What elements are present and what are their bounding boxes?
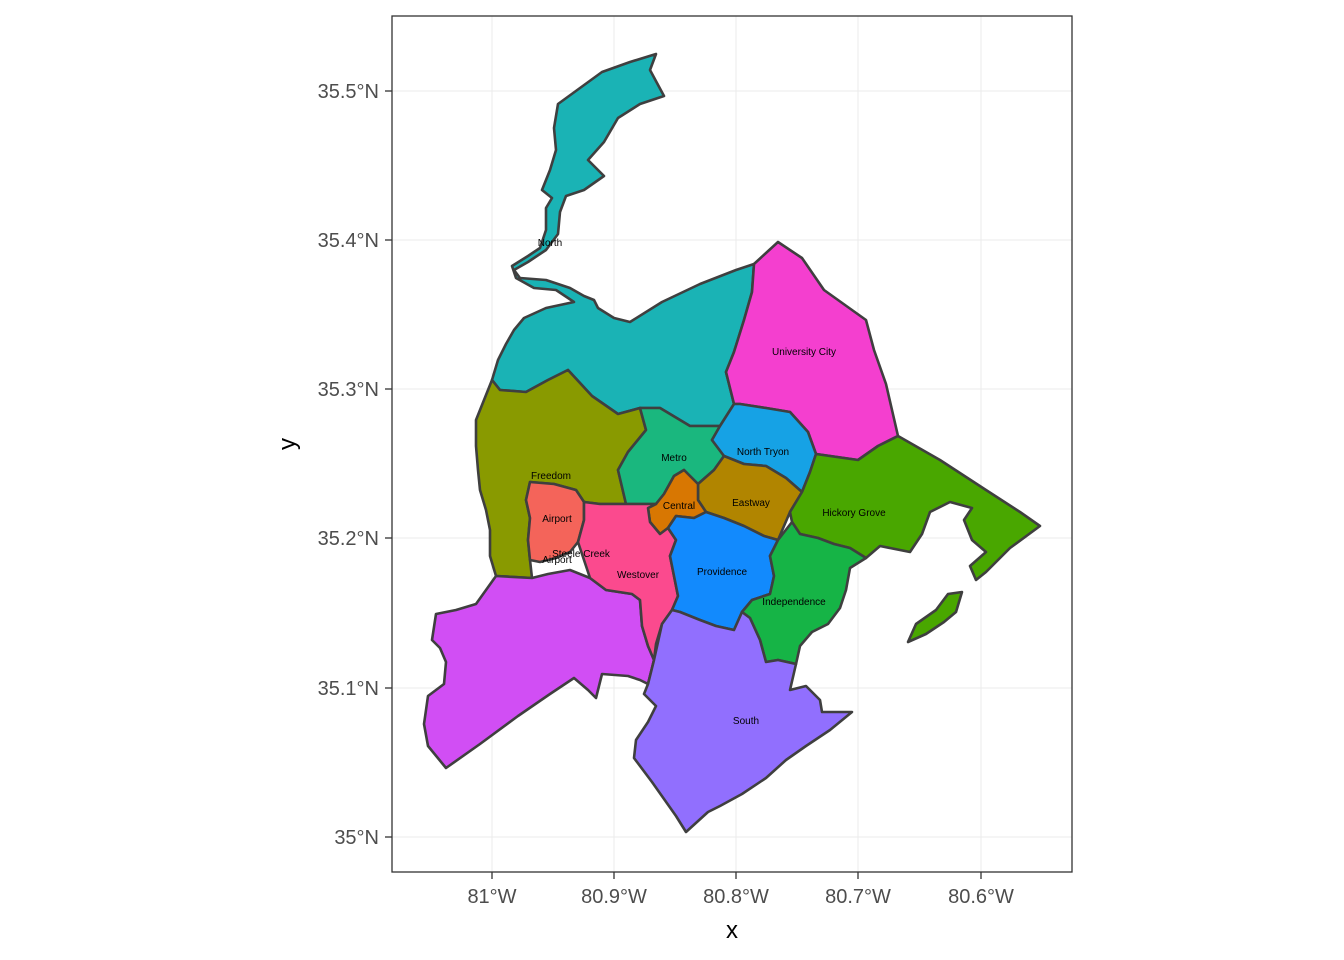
label-central: Central [663, 501, 695, 512]
x-tick-label: 80.7°W [825, 886, 891, 908]
label-eastway: Eastway [732, 498, 770, 509]
x-tick-labels: 81°W 80.9°W 80.8°W 80.7°W 80.6°W [467, 886, 1014, 908]
y-axis-ticks [385, 90, 392, 838]
y-axis-title: y [274, 438, 301, 450]
label-airport: Airport [542, 514, 572, 525]
y-tick-label: 35.1°N [318, 678, 379, 700]
x-tick-label: 80.8°W [703, 886, 769, 908]
x-tick-label: 80.6°W [948, 886, 1014, 908]
label-independence: Independence [762, 597, 826, 608]
x-tick-label: 81°W [467, 886, 516, 908]
label-metro: Metro [661, 453, 687, 464]
label-university-city: University City [772, 347, 836, 358]
y-tick-label: 35.5°N [318, 81, 379, 103]
x-tick-label: 80.9°W [581, 886, 647, 908]
label-hickory-grove: Hickory Grove [822, 508, 886, 519]
label-airport-2: Airport [542, 555, 572, 566]
label-south: South [733, 716, 759, 727]
panel-border [391, 15, 1073, 873]
region-independence [740, 520, 868, 666]
x-axis-title: x [726, 917, 738, 944]
y-tick-labels: 35°N 35.1°N 35.2°N 35.3°N 35.4°N 35.5°N [318, 81, 379, 849]
region-labels: North University City Freedom Metro Nort… [531, 238, 886, 727]
label-steele-creek: Steele Creek [552, 549, 611, 560]
label-westover: Westover [617, 570, 660, 581]
y-tick-label: 35°N [334, 827, 379, 849]
x-axis-ticks [491, 872, 982, 879]
map-regions [422, 52, 1042, 834]
y-tick-label: 35.4°N [318, 230, 379, 252]
region-airport [524, 480, 586, 564]
label-providence: Providence [697, 567, 747, 578]
label-freedom: Freedom [531, 471, 571, 482]
region-south [632, 608, 854, 834]
label-north-tryon: North Tryon [737, 447, 789, 458]
y-tick-label: 35.3°N [318, 379, 379, 401]
label-north: North [538, 238, 562, 249]
y-tick-label: 35.2°N [318, 528, 379, 550]
